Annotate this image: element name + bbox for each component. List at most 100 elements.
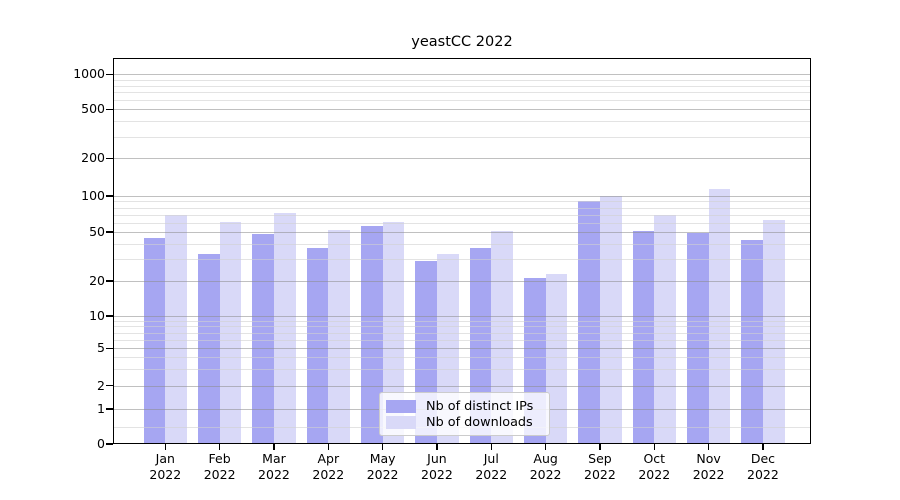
x-tick-label-aug: Aug 2022 bbox=[516, 451, 576, 482]
bar-downloads-apr bbox=[328, 229, 350, 444]
x-tick-month: Jun bbox=[427, 451, 447, 466]
minor-gridline bbox=[113, 357, 811, 359]
y-tick-mark bbox=[106, 157, 113, 159]
bar-ips-jan bbox=[143, 237, 166, 444]
y-tick-label: 1000 bbox=[73, 66, 105, 82]
x-tick-month: Sep bbox=[588, 451, 612, 466]
x-tick-month: Feb bbox=[208, 451, 231, 466]
x-tick-month: Oct bbox=[643, 451, 666, 466]
y-tick-label: 5 bbox=[97, 340, 105, 356]
major-gridline bbox=[113, 74, 811, 76]
y-tick-mark bbox=[106, 385, 113, 387]
x-tick-mark bbox=[762, 444, 764, 450]
minor-gridline bbox=[113, 369, 811, 371]
x-tick-label-dec: Dec 2022 bbox=[733, 451, 793, 482]
x-tick-year: 2022 bbox=[421, 466, 453, 482]
y-tick-mark bbox=[106, 347, 113, 349]
x-tick-mark bbox=[653, 444, 655, 450]
minor-gridline bbox=[113, 214, 811, 216]
y-tick-mark bbox=[106, 108, 113, 110]
x-tick-mark bbox=[490, 444, 492, 450]
minor-gridline bbox=[113, 320, 811, 322]
bar-downloads-dec bbox=[762, 220, 785, 444]
x-tick-month: Jan bbox=[155, 451, 175, 466]
x-tick-month: Jul bbox=[483, 451, 499, 466]
legend-swatch-downloads bbox=[386, 415, 416, 429]
x-tick-month: Mar bbox=[262, 451, 286, 466]
x-tick-mark bbox=[273, 444, 275, 450]
minor-gridline bbox=[113, 243, 811, 245]
x-tick-year: 2022 bbox=[529, 466, 562, 482]
y-tick-mark bbox=[106, 280, 113, 282]
y-tick-label: 10 bbox=[89, 308, 105, 323]
minor-gridline bbox=[113, 222, 811, 224]
minor-gridline bbox=[113, 121, 811, 123]
x-tick-year: 2022 bbox=[203, 466, 236, 482]
y-tick-label: 50 bbox=[89, 224, 105, 239]
x-tick-label-jan: Jan 2022 bbox=[135, 451, 195, 482]
bar-downloads-jan bbox=[165, 215, 187, 444]
bar-ips-apr bbox=[306, 248, 329, 444]
minor-gridline bbox=[113, 92, 811, 94]
x-tick-label-mar: Mar 2022 bbox=[244, 451, 304, 482]
legend-row: Nb of downloads bbox=[380, 414, 549, 430]
x-tick-month: Aug bbox=[533, 451, 558, 466]
x-tick-year: 2022 bbox=[475, 466, 508, 482]
major-gridline bbox=[113, 158, 811, 160]
y-tick-mark bbox=[106, 231, 113, 233]
plot-area bbox=[113, 58, 811, 444]
bar-ips-oct bbox=[632, 230, 655, 444]
x-tick-label-nov: Nov 2022 bbox=[679, 451, 739, 482]
y-tick-label: 2 bbox=[97, 377, 105, 393]
y-tick-mark bbox=[106, 315, 113, 317]
major-gridline bbox=[113, 196, 811, 197]
x-tick-year: 2022 bbox=[366, 466, 399, 482]
x-tick-mark bbox=[164, 444, 166, 450]
bar-downloads-jul bbox=[491, 230, 513, 444]
y-tick-label: 500 bbox=[81, 101, 105, 117]
minor-gridline bbox=[113, 100, 811, 102]
x-tick-mark bbox=[218, 444, 221, 450]
x-tick-month: Dec bbox=[750, 451, 776, 466]
legend-label: Nb of distinct IPs bbox=[426, 398, 534, 414]
x-tick-label-oct: Oct 2022 bbox=[624, 451, 684, 482]
minor-gridline bbox=[113, 339, 811, 341]
x-tick-label-jun: Jun 2022 bbox=[407, 451, 467, 482]
x-tick-year: 2022 bbox=[747, 466, 779, 482]
x-tick-label-feb: Feb 2022 bbox=[190, 451, 250, 482]
legend-label: Nb of downloads bbox=[426, 414, 533, 430]
x-tick-label-jul: Jul 2022 bbox=[461, 451, 521, 482]
y-tick-label: 100 bbox=[81, 188, 105, 203]
x-tick-label-may: May 2022 bbox=[353, 451, 413, 482]
major-gridline bbox=[113, 385, 811, 387]
y-tick-label: 0 bbox=[97, 436, 105, 451]
major-gridline bbox=[113, 232, 811, 233]
x-tick-mark bbox=[599, 444, 601, 450]
x-tick-mark bbox=[381, 444, 384, 450]
y-tick-label: 200 bbox=[81, 150, 105, 166]
minor-gridline bbox=[113, 136, 811, 138]
major-gridline bbox=[113, 281, 811, 282]
x-tick-year: 2022 bbox=[638, 466, 671, 482]
bar-ips-may bbox=[360, 226, 383, 444]
x-tick-mark bbox=[327, 444, 329, 450]
y-tick-mark bbox=[106, 73, 113, 75]
bar-downloads-sep bbox=[599, 196, 622, 444]
minor-gridline bbox=[113, 79, 811, 81]
major-gridline bbox=[113, 109, 811, 111]
x-tick-year: 2022 bbox=[312, 466, 345, 482]
y-tick-label: 1 bbox=[97, 401, 105, 416]
bar-ips-nov bbox=[686, 233, 709, 444]
minor-gridline bbox=[113, 259, 811, 261]
x-tick-month: Apr bbox=[317, 451, 340, 466]
y-tick-label: 20 bbox=[89, 273, 105, 288]
bar-ips-dec bbox=[741, 240, 763, 444]
x-tick-year: 2022 bbox=[149, 466, 182, 482]
minor-gridline bbox=[113, 85, 811, 87]
major-gridline bbox=[113, 348, 811, 350]
x-tick-year: 2022 bbox=[584, 466, 616, 482]
legend: Nb of distinct IPs Nb of downloads bbox=[379, 392, 550, 436]
y-tick-mark bbox=[106, 195, 113, 197]
bar-ips-sep bbox=[578, 201, 600, 444]
